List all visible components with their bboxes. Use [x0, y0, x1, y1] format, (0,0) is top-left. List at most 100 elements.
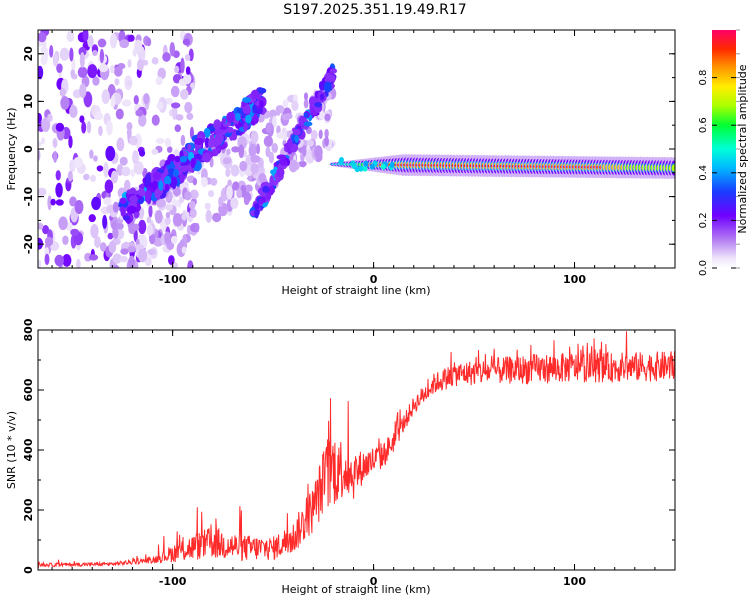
spectrogram-cell — [181, 246, 187, 254]
spectrogram-cell — [102, 214, 108, 229]
spectrogram-cell — [110, 170, 118, 184]
spectrogram-xlabel: Height of straight line (km) — [281, 284, 430, 297]
spectrogram-cell — [338, 157, 344, 164]
spectrogram-cell — [238, 144, 245, 159]
snr-series-line — [38, 331, 675, 569]
spectrogram-cell — [137, 59, 144, 71]
colorbar-tick-label: 0.4 — [698, 165, 709, 181]
colorbar-tick-label: 0.8 — [698, 70, 709, 86]
spectrogram-cell — [235, 129, 241, 136]
spectrogram-cell — [258, 172, 267, 184]
spectrogram-cell — [310, 129, 318, 140]
spectrogram-cell — [155, 198, 166, 208]
spectrogram-cell — [113, 66, 123, 77]
spectrogram-cell — [115, 108, 124, 120]
spectrogram-cell — [252, 113, 259, 124]
spectrogram-cell — [231, 134, 237, 141]
spectrogram-cell — [186, 112, 194, 121]
spectrogram-cell — [47, 113, 53, 122]
spectrogram-cell — [138, 114, 147, 127]
spectrogram-cell — [107, 232, 114, 240]
spectrogram-cell — [165, 203, 174, 211]
spectrogram-cell — [389, 161, 395, 168]
spectrogram-cell — [154, 210, 163, 224]
spectrogram-cell — [179, 155, 187, 163]
spectrogram-cell — [88, 214, 96, 223]
spectrogram-cell — [108, 240, 117, 254]
spectrogram-cell — [242, 97, 252, 103]
spectrogram-cell — [253, 202, 260, 210]
spectrogram-cell — [132, 223, 140, 231]
y-tick-label: 400 — [22, 438, 35, 461]
spectrogram-cell — [151, 57, 159, 65]
spectrogram-cell — [147, 248, 157, 256]
spectrogram-cell — [276, 154, 287, 160]
snr-axes: -100 0 100 0 200 400 600 800 — [22, 318, 676, 588]
spectrogram-cell — [42, 224, 50, 235]
spectrogram-cell — [71, 58, 76, 73]
spectrogram-cell — [103, 197, 112, 206]
spectrogram-cell — [152, 171, 162, 181]
spectrogram-cell — [98, 63, 109, 73]
spectrogram-cell — [183, 73, 192, 85]
spectrogram-ylabel: Frequency (Hz) — [5, 108, 18, 191]
spectrogram-cell — [84, 252, 92, 262]
spectrogram-cell — [165, 183, 170, 191]
spectrogram-cell — [119, 39, 130, 49]
spectrogram-cell — [112, 201, 120, 213]
spectrogram-cell — [151, 114, 160, 126]
spectrogram-cell — [168, 255, 175, 266]
spectrogram-cell — [54, 254, 65, 267]
spectrogram-cell — [94, 236, 101, 248]
spectrogram-cell — [155, 76, 163, 86]
spectrogram-cell — [180, 134, 186, 146]
spectrogram-cell — [170, 102, 181, 109]
spectrogram-cell — [49, 45, 54, 58]
spectrogram-cell — [69, 47, 74, 62]
spectrogram-cell — [202, 152, 212, 163]
spectrogram-cell — [129, 195, 138, 204]
spectrogram-cell — [324, 128, 329, 139]
spectrogram-cell — [66, 30, 75, 43]
spectrogram-cell — [60, 96, 70, 110]
spectrogram-cell — [256, 87, 267, 94]
y-tick-label: 10 — [22, 93, 35, 109]
spectrogram-cell — [226, 148, 231, 156]
spectrogram-cell — [288, 159, 298, 173]
snr-xlabel: Height of straight line (km) — [281, 583, 430, 596]
spectrogram-cell — [269, 175, 274, 187]
spectrogram-cell — [185, 66, 191, 75]
spectrogram-cell — [103, 162, 109, 178]
spectrogram-cell — [99, 48, 105, 64]
y-tick-label: 800 — [22, 318, 35, 341]
spectrogram-cell — [363, 160, 369, 167]
spectrogram-cell — [96, 165, 104, 172]
spectrogram-cell — [362, 165, 368, 172]
colorbar-tick-label: 0.6 — [698, 117, 709, 133]
spectrogram-cell — [207, 190, 215, 198]
spectrogram-cell — [230, 197, 239, 209]
spectrogram-cell — [69, 196, 77, 207]
spectrogram-cell — [116, 222, 124, 230]
spectrogram-cell — [55, 199, 64, 206]
spectrogram-cell — [156, 101, 164, 110]
spectrogram-cell — [83, 91, 93, 108]
spectrogram-cell — [188, 200, 196, 210]
spectrogram-cell — [204, 202, 211, 210]
spectrogram-cell — [55, 122, 65, 132]
colorbar-gradient — [712, 30, 736, 268]
spectrogram-image — [38, 30, 675, 268]
x-tick-label: 0 — [370, 273, 378, 286]
spectrogram-cell — [146, 216, 152, 224]
spectrogram-cell — [101, 89, 110, 105]
spectrogram-cell — [164, 159, 171, 165]
spectrogram-cell — [135, 109, 144, 117]
x-tick-label: -100 — [159, 575, 187, 588]
spectrogram-cell — [127, 59, 132, 68]
spectrogram-cell — [263, 135, 274, 148]
spectrogram-cell — [130, 169, 136, 177]
spectrogram-cell — [172, 213, 183, 227]
